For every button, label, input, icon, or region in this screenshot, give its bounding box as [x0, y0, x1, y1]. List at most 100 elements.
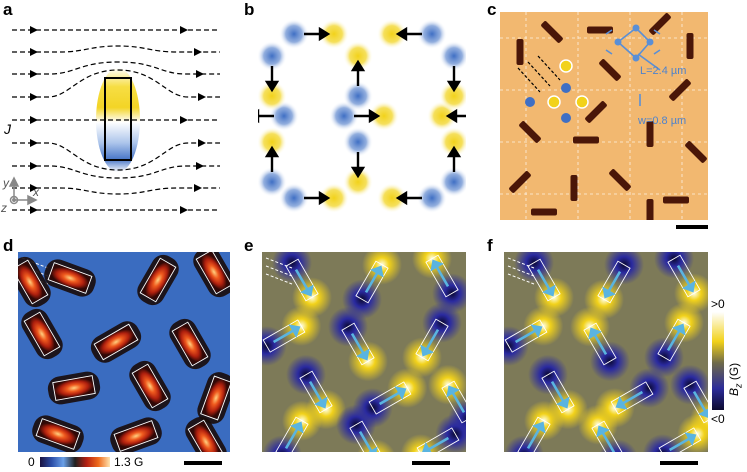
blue-lobe	[439, 167, 466, 197]
bar-outline	[658, 427, 702, 452]
yellow-lobe	[319, 19, 349, 49]
moment-arrowhead	[356, 348, 370, 361]
moment-arrow	[514, 329, 537, 344]
bar-outline	[18, 259, 49, 305]
bar-outline	[187, 419, 225, 452]
bar-outline	[517, 416, 551, 452]
magnetic-bar-glow	[18, 262, 46, 302]
bar-outline	[341, 322, 375, 366]
moment-arrowhead	[588, 327, 602, 340]
moment-arrowhead	[672, 323, 686, 336]
moment-arrow	[272, 329, 295, 344]
axis-x-label: x	[32, 185, 40, 199]
moment-arrow	[284, 427, 299, 450]
blue-lobe	[279, 183, 309, 213]
moment-arrowhead	[290, 421, 304, 434]
bar-outline	[527, 258, 561, 302]
moment-arrow	[427, 436, 450, 451]
moment-arrowhead	[288, 324, 301, 338]
panel-f-colorbar	[712, 312, 724, 410]
blue-lobe	[439, 41, 466, 71]
magnetic-bar	[519, 121, 541, 143]
bar-outline	[541, 370, 575, 414]
panel-c-mfm-image: L=2.4 µm w=0.8 µm	[500, 12, 708, 220]
bar-outline	[416, 427, 460, 452]
magnetic-bar	[609, 169, 631, 191]
colorbar-d-min-label: 0	[28, 455, 35, 469]
magnetic-bar	[663, 196, 689, 204]
moment-arrowhead	[542, 284, 556, 297]
bar-outline	[23, 311, 61, 357]
bar-outline	[441, 380, 466, 424]
dipole-arrowhead	[264, 80, 280, 93]
magnetic-bar	[685, 141, 707, 163]
magnetic-bar-glow	[142, 260, 174, 300]
moment-arrow	[378, 391, 401, 406]
magnetic-bar-glow	[174, 324, 206, 364]
blue-lobe	[262, 326, 287, 366]
bar-outline	[349, 420, 383, 452]
moment-arrowhead	[556, 396, 570, 409]
axis-y-label: y	[2, 176, 10, 190]
magnetic-bar	[599, 59, 621, 81]
panel-d-field-map	[18, 252, 230, 452]
magnetic-bar	[587, 26, 613, 34]
bar-outline	[667, 254, 701, 298]
dipole-arrowhead	[350, 59, 366, 72]
magnetic-bar	[669, 79, 691, 101]
yellow-lobe	[258, 127, 287, 157]
moment-arrow	[666, 329, 681, 352]
bar-outline	[355, 260, 389, 304]
yellow-lobe	[343, 167, 373, 197]
axis-z-label: z	[0, 201, 7, 215]
blue-lobe	[272, 252, 312, 283]
bar-outline	[583, 322, 617, 366]
blue-lobe	[258, 167, 287, 197]
panel-e-scale-bar	[412, 461, 450, 465]
bar-outline	[131, 363, 169, 409]
moment-arrowhead	[422, 442, 432, 452]
moment-arrow	[364, 271, 379, 294]
bar-outline	[657, 318, 691, 362]
width-label: w=0.8 µm	[637, 115, 686, 127]
dipole-arrowhead	[445, 108, 458, 124]
bar-outline	[683, 380, 708, 424]
yellow-lobe	[439, 81, 466, 111]
magnetic-bar-glow	[202, 377, 230, 419]
magnetic-bar-glow	[53, 376, 95, 400]
magnetic-bar-glow	[115, 422, 157, 450]
current-label: J	[3, 121, 12, 137]
moment-arrow	[692, 390, 707, 413]
bar-outline	[504, 319, 548, 353]
bar-outline	[47, 262, 93, 294]
panel-letter-c: c	[487, 0, 497, 19]
magnetic-bar	[585, 101, 607, 123]
magnetic-bar	[509, 171, 531, 193]
magnetic-bar-glow	[96, 326, 136, 358]
bar-outline	[610, 381, 654, 415]
bar-outline	[299, 370, 333, 414]
dipole-arrowhead	[264, 145, 280, 158]
moment-arrowhead	[698, 408, 708, 418]
blue-lobe	[604, 252, 644, 285]
magnetic-bar	[541, 21, 563, 43]
colorbar-f-title-unit: (G)	[727, 362, 741, 384]
moment-arrow	[536, 268, 551, 291]
blue-lobe	[670, 364, 708, 405]
magnetic-bar-glow	[26, 314, 58, 354]
moment-arrowhead	[446, 385, 460, 398]
yellow-lobe	[377, 19, 407, 49]
colorbar-f-title: Bz (G)	[727, 363, 743, 396]
yellow-lobe	[369, 101, 399, 131]
moment-arrowhead	[300, 284, 314, 297]
moment-arrow	[451, 391, 466, 414]
moment-arrowhead	[684, 432, 697, 446]
dipole-arrowhead	[446, 145, 462, 158]
blue-lobe	[417, 183, 447, 213]
blue-lobe	[514, 252, 554, 283]
magnetic-bar	[646, 121, 654, 147]
dipole-arrowhead	[350, 166, 366, 179]
panel-d-colorbar	[40, 457, 110, 467]
moment-arrowhead	[530, 324, 543, 338]
moment-arrowhead	[602, 286, 616, 299]
